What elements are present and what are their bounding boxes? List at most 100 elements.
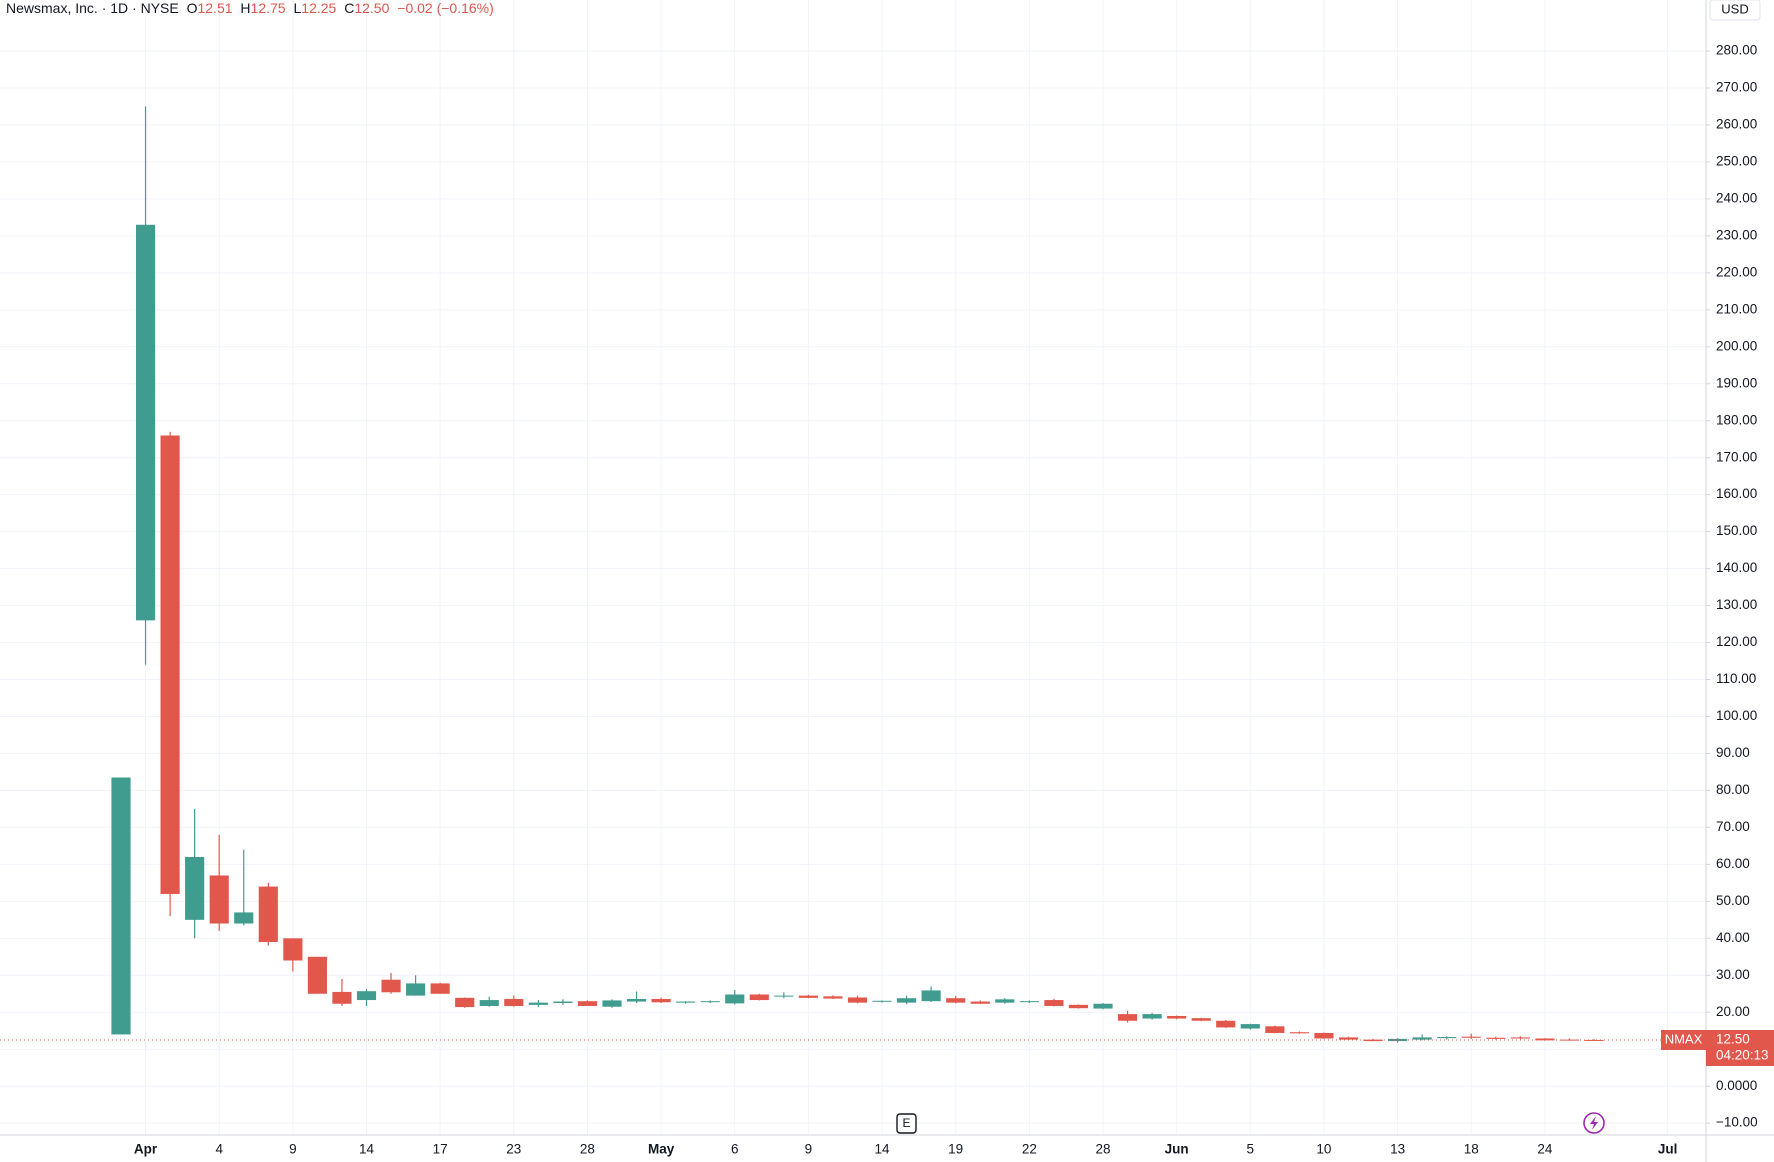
candle-body (1240, 1024, 1260, 1029)
event-icon[interactable] (1583, 1112, 1605, 1134)
x-tick-label: 14 (875, 1142, 891, 1157)
event-bolt[interactable] (1590, 1116, 1598, 1130)
candle-body (995, 999, 1015, 1003)
earnings-box[interactable] (896, 1113, 917, 1134)
candle-body (1068, 1004, 1089, 1009)
y-tick-label: 20.00 (1716, 1004, 1750, 1019)
candle-body (307, 956, 327, 994)
x-tick-label: 28 (580, 1142, 595, 1157)
y-tick-label: 80.00 (1716, 782, 1750, 797)
candle-body (160, 435, 180, 894)
candle-body (1191, 1018, 1211, 1021)
candle-body (749, 994, 769, 1001)
candle-body (1510, 1037, 1530, 1039)
high-label: H (240, 0, 250, 16)
x-tick-label: 22 (1022, 1142, 1037, 1157)
candle-body (209, 875, 229, 924)
candle-body (111, 777, 131, 1035)
candle-body (1461, 1036, 1481, 1038)
x-tick-label: 4 (215, 1142, 223, 1157)
candle-body (1093, 1003, 1113, 1009)
symbol-label: NMAX (1665, 1031, 1703, 1046)
price-label: 12.50 (1716, 1032, 1750, 1047)
candle-body (847, 997, 868, 1003)
x-tick-label: 23 (506, 1142, 521, 1157)
y-tick-label: 170.00 (1716, 449, 1757, 464)
change: −0.02 (−0.16%) (397, 0, 494, 16)
y-tick-label: 230.00 (1716, 227, 1757, 242)
earnings-flag[interactable]: E (896, 1113, 917, 1134)
y-tick-label: 100.00 (1716, 708, 1757, 723)
price-badge (1706, 1029, 1774, 1066)
low-value: 12.25 (301, 0, 336, 16)
low-label: L (293, 0, 301, 16)
x-tick-label: 19 (948, 1142, 963, 1157)
candle-body (258, 886, 278, 943)
candle-body (676, 1001, 696, 1003)
x-tick-label: 9 (805, 1142, 813, 1157)
candle-body (1559, 1039, 1580, 1041)
candle-body (1019, 1001, 1039, 1003)
currency-box (1709, 0, 1761, 21)
candle-body (1314, 1032, 1334, 1039)
legend-header: Newsmax, Inc. · 1D · NYSE O12.51 H12.75 … (6, 0, 494, 16)
y-tick-label: 240.00 (1716, 190, 1757, 205)
candle-body (1584, 1039, 1604, 1041)
y-tick-label: 270.00 (1716, 80, 1757, 95)
candle-body (332, 991, 352, 1004)
instrument: Newsmax, Inc. · 1D · NYSE (6, 0, 179, 16)
symbol-badge (1661, 1029, 1706, 1050)
y-tick-label: 250.00 (1716, 153, 1757, 168)
y-tick-label: 160.00 (1716, 486, 1757, 501)
candle-body (872, 1000, 892, 1002)
x-tick-label: May (648, 1142, 675, 1157)
y-tick-label: 260.00 (1716, 117, 1757, 132)
candle-body (823, 996, 843, 999)
candle-body (700, 1001, 720, 1003)
x-tick-label: 13 (1390, 1142, 1405, 1157)
y-tick-label: 120.00 (1716, 634, 1757, 649)
candle-body (602, 1000, 622, 1007)
open-label: O (187, 0, 198, 16)
candle-body (1265, 1026, 1285, 1033)
candle-body (1117, 1014, 1138, 1021)
y-tick-label: −10.00 (1716, 1115, 1758, 1130)
x-tick-label: 17 (433, 1142, 448, 1157)
candle-body (626, 998, 647, 1002)
y-tick-label: 60.00 (1716, 856, 1750, 871)
y-tick-label: 200.00 (1716, 338, 1757, 353)
y-tick-label: 210.00 (1716, 301, 1757, 316)
y-tick-label: 90.00 (1716, 745, 1750, 760)
y-tick-label: 70.00 (1716, 819, 1750, 834)
x-tick-label: 6 (731, 1142, 739, 1157)
x-tick-label: Apr (134, 1142, 158, 1157)
candle-body (356, 991, 377, 1001)
x-tick-label: 5 (1247, 1142, 1255, 1157)
y-tick-label: 150.00 (1716, 523, 1757, 538)
y-tick-label: 30.00 (1716, 967, 1750, 982)
candle-body (528, 1002, 548, 1005)
y-tick-label: 130.00 (1716, 597, 1757, 612)
y-tick-label: 0.0000 (1716, 1078, 1757, 1093)
candle-body (504, 998, 524, 1006)
earnings-label[interactable]: E (902, 1116, 910, 1130)
y-tick-label: 50.00 (1716, 893, 1750, 908)
candle-body (1216, 1020, 1236, 1028)
candle-body (553, 1001, 573, 1004)
x-tick-label: 18 (1464, 1142, 1479, 1157)
candle-body (135, 224, 156, 621)
candle-body (577, 1001, 598, 1006)
y-tick-label: 180.00 (1716, 412, 1757, 427)
y-tick-label: 280.00 (1716, 43, 1757, 58)
close-value: 12.50 (354, 0, 389, 16)
candle-body (1142, 1014, 1162, 1019)
x-tick-label: Jul (1658, 1142, 1678, 1157)
candle-body (970, 1001, 990, 1004)
x-tick-label: 9 (289, 1142, 297, 1157)
y-tick-label: 140.00 (1716, 560, 1757, 575)
candle-body (185, 856, 205, 920)
candle-body (455, 997, 475, 1008)
candle-body (651, 998, 671, 1003)
candle-body (234, 912, 254, 924)
